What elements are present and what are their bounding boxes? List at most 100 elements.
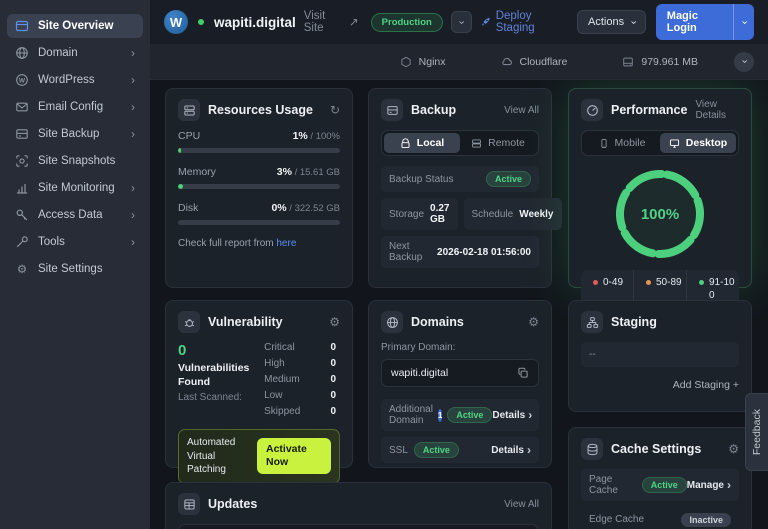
bar-chart-icon xyxy=(15,181,29,195)
gauge-icon xyxy=(581,99,603,121)
disk-progress-bar xyxy=(178,220,340,225)
status-badge: Active xyxy=(641,477,687,493)
updates-icon xyxy=(178,493,200,515)
next-backup-row: Next Backup 2026-02-18 01:56:00 xyxy=(381,236,539,268)
web-server-label: Nginx xyxy=(418,55,446,68)
additional-domain-label: Additional Domain xyxy=(389,404,433,426)
performance-view-details-link[interactable]: View Details xyxy=(695,99,727,121)
status-badge: Active xyxy=(413,442,459,458)
database-icon xyxy=(581,438,603,460)
tab-local[interactable]: Local xyxy=(384,133,460,153)
virtual-patching-label: Automated Virtual Patching xyxy=(187,437,236,475)
cache-label: Page Cache xyxy=(589,474,618,496)
refresh-icon[interactable]: ↻ xyxy=(329,103,340,117)
report-text: Check full report from xyxy=(178,238,277,249)
staging-card: Staging -- Add Staging + xyxy=(568,300,752,412)
legend-item-high: 91-100 xyxy=(686,270,739,308)
remote-server-icon xyxy=(472,138,482,148)
feedback-tab[interactable]: Feedback xyxy=(745,393,768,471)
nginx-icon xyxy=(399,55,413,69)
sidebar-item-email-config[interactable]: Email Config › xyxy=(7,95,143,119)
tab-label: Mobile xyxy=(614,137,646,149)
details-label: Details xyxy=(491,444,524,456)
activate-now-button[interactable]: Activate Now xyxy=(257,438,331,475)
gear-icon[interactable]: ⚙ xyxy=(329,315,340,329)
report-here-link[interactable]: here xyxy=(276,238,297,249)
performance-score: 100% xyxy=(640,205,680,223)
globe-icon xyxy=(381,311,403,333)
full-report-text: Check full report from here xyxy=(178,238,340,249)
status-dot xyxy=(198,19,204,25)
header-actions: Deploy Staging Actions › Magic Login › xyxy=(480,4,754,40)
sidebar-item-domain[interactable]: Domain › xyxy=(7,41,143,65)
stack-info-bar: Nginx Cloudflare 979.961 MB › xyxy=(150,44,768,80)
actions-button[interactable]: Actions › xyxy=(577,10,646,34)
backup-view-all-link[interactable]: View All xyxy=(504,104,539,116)
magic-login-dropdown-button[interactable]: › xyxy=(733,4,754,40)
severity-row: Low 0 xyxy=(264,390,336,401)
sidebar-item-site-snapshots[interactable]: Site Snapshots xyxy=(7,149,143,173)
sidebar-item-label: Site Monitoring xyxy=(38,182,115,194)
metric-value: 3% xyxy=(276,166,292,178)
envelope-icon xyxy=(15,100,29,114)
backup-icon xyxy=(381,99,403,121)
chevron-right-icon: › xyxy=(131,181,135,195)
page-cache-manage-link[interactable]: Manage › xyxy=(687,479,731,491)
card-title: Staging xyxy=(611,315,657,329)
sidebar-item-site-monitoring[interactable]: Site Monitoring › xyxy=(7,176,143,200)
sidebar-item-label: Site Backup xyxy=(38,128,100,140)
environment-dropdown-button[interactable]: › xyxy=(450,11,472,33)
tab-label: Local xyxy=(416,137,445,149)
magic-login-split-button: Magic Login › xyxy=(655,4,754,40)
schedule-value: Weekly xyxy=(519,208,554,220)
metric-label: CPU xyxy=(178,130,201,142)
red-dot-icon xyxy=(593,280,598,285)
additional-domain-row: Additional Domain 1 Active Details › xyxy=(381,399,539,431)
gear-icon[interactable]: ⚙ xyxy=(528,315,539,329)
deploy-staging-label: Deploy Staging xyxy=(495,10,535,34)
sidebar-item-site-settings[interactable]: ⚙ Site Settings xyxy=(7,257,143,281)
tab-remote[interactable]: Remote xyxy=(460,133,536,153)
next-backup-value: 2026-02-18 01:56:00 xyxy=(437,246,531,258)
wrench-icon xyxy=(15,235,29,249)
web-server-info: Nginx xyxy=(399,55,446,69)
collapse-info-bar-button[interactable]: › xyxy=(734,51,754,72)
copy-icon[interactable] xyxy=(517,367,529,379)
magic-login-button[interactable]: Magic Login xyxy=(655,4,734,40)
gear-icon[interactable]: ⚙ xyxy=(728,442,739,456)
updates-view-all-link[interactable]: View All xyxy=(504,498,539,510)
sidebar-item-site-overview[interactable]: Site Overview xyxy=(7,14,143,38)
add-staging-button[interactable]: Add Staging + xyxy=(672,379,739,391)
backup-status-row: Backup Status Active xyxy=(381,166,539,192)
orange-dot-icon xyxy=(646,280,651,285)
sidebar-item-wordpress[interactable]: W WordPress › xyxy=(7,68,143,92)
backup-status-label: Backup Status xyxy=(389,173,454,185)
cache-settings-card: Cache Settings ⚙ Page Cache Active Manag… xyxy=(568,427,752,529)
chevron-right-icon: › xyxy=(131,127,135,141)
primary-domain-field[interactable]: wapiti.digital xyxy=(381,359,539,387)
legend-range: 50-89 xyxy=(656,277,682,288)
visit-site-link[interactable]: Visit Site ↗ xyxy=(304,10,359,34)
tab-desktop[interactable]: Desktop xyxy=(660,133,736,153)
ssl-details-link[interactable]: Details › xyxy=(491,444,531,456)
svg-text:W: W xyxy=(19,77,26,84)
next-backup-label: Next Backup xyxy=(389,241,423,263)
sidebar-item-access-data[interactable]: Access Data › xyxy=(7,203,143,227)
sidebar-item-site-backup[interactable]: Site Backup › xyxy=(7,122,143,146)
performance-card: Performance View Details Mobile Desktop … xyxy=(568,88,752,308)
deploy-staging-button[interactable]: Deploy Staging xyxy=(480,10,567,34)
storage-value: 0.27 GB xyxy=(430,203,450,225)
memory-metric: Memory 3% / 15.61 GB xyxy=(178,166,340,189)
severity-row: High 0 xyxy=(264,358,336,369)
legend-item-low: 0-49 xyxy=(581,270,633,308)
updates-card: Updates View All Plugin Theme xyxy=(165,482,552,529)
performance-score-gauge: 100% xyxy=(612,166,708,262)
sidebar-item-label: Access Data xyxy=(38,209,103,221)
severity-value: 0 xyxy=(330,406,336,417)
page-cache-row: Page Cache Active Manage › xyxy=(581,469,739,501)
top-header: W wapiti.digital Visit Site ↗ Production… xyxy=(150,0,768,44)
additional-domain-details-link[interactable]: Details › xyxy=(492,409,532,421)
sidebar-item-tools[interactable]: Tools › xyxy=(7,230,143,254)
tab-mobile[interactable]: Mobile xyxy=(584,133,660,153)
vulnerability-count: 0 xyxy=(178,342,187,359)
